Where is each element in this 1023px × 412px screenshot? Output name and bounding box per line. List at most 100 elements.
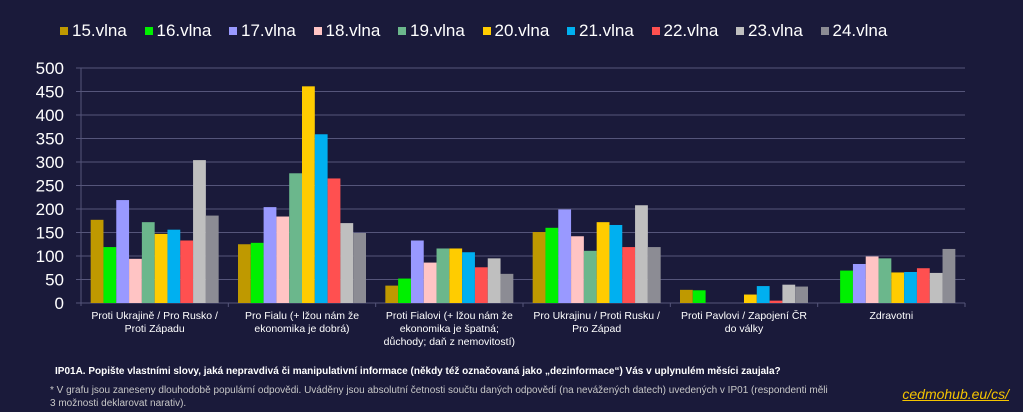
bar-15.vlna: [90, 219, 104, 303]
bar-19.vlna: [141, 222, 155, 303]
bar-21.vlna: [167, 229, 181, 303]
x-tick-label: Zdravotni: [869, 310, 914, 322]
y-tick-label: 0: [55, 294, 64, 313]
y-tick-label: 150: [36, 224, 64, 243]
bar-16.vlna: [103, 247, 117, 303]
source-link[interactable]: cedmohub.eu/cs/: [902, 386, 1009, 402]
legend-label: 20.vlna: [494, 21, 550, 40]
legend-label: 24.vlna: [832, 21, 888, 40]
y-tick-label: 300: [36, 153, 64, 172]
legend-label: 18.vlna: [325, 21, 381, 40]
legend-label: 15.vlna: [72, 21, 127, 40]
legend-swatch: [229, 27, 237, 35]
bar-15.vlna: [532, 232, 546, 303]
bar-24.vlna: [942, 248, 956, 303]
bar-20.vlna: [302, 86, 315, 303]
bar-21.vlna: [314, 134, 328, 303]
legend-label: 17.vlna: [241, 21, 296, 40]
chart-legend: 15.vlna 16.vlna 17.vlna 18.vlna 19.vlna 20.vl…: [60, 21, 905, 41]
x-tick-label: Proti Ukrajině / Pro Rusko / Proti Západ…: [91, 310, 218, 335]
bar-19.vlna: [878, 258, 892, 303]
y-tick-label: 350: [36, 130, 64, 149]
bar-17.vlna: [263, 207, 277, 303]
y-tick-label: 200: [36, 200, 64, 219]
x-tick-label: Pro Fialu (+ lžou nám že ekonomika je do…: [244, 310, 360, 335]
bar-15.vlna: [680, 289, 693, 303]
bar-18.vlna: [571, 236, 584, 303]
bar-16.vlna: [692, 290, 706, 303]
bar-22.vlna: [769, 300, 783, 303]
legend-item: 16.vlna: [144, 21, 230, 41]
y-tick-label: 50: [45, 271, 64, 290]
bar-23.vlna: [782, 284, 796, 303]
legend-swatch: [398, 27, 406, 35]
bar-19.vlna: [289, 173, 302, 303]
legend-swatch: [736, 27, 744, 35]
legend-item: 24.vlna: [820, 21, 906, 41]
bar-16.vlna: [250, 242, 264, 303]
y-tick-label: 250: [36, 177, 64, 196]
x-tick-label: Proti Pavlovi / Zapojení ČR do války: [680, 310, 808, 335]
legend-label: 21.vlna: [579, 21, 634, 40]
bar-16.vlna: [545, 227, 559, 303]
bar-24.vlna: [205, 215, 219, 303]
bar-24.vlna: [795, 286, 808, 303]
bar-23.vlna: [635, 205, 648, 303]
bar-17.vlna: [852, 263, 866, 303]
bar-18.vlna: [423, 262, 437, 303]
y-tick-label: 500: [36, 59, 64, 78]
bar-15.vlna: [238, 244, 251, 303]
x-tick-label: Proti Fialovi (+ lžou nám že ekonomika j…: [383, 310, 515, 348]
bar-18.vlna: [276, 216, 290, 303]
bar-20.vlna: [596, 222, 610, 303]
bar-22.vlna: [916, 268, 930, 303]
x-tick-label: Pro Ukrajinu / Proti Rusku / Pro Západ: [533, 310, 660, 335]
y-tick-label: 450: [36, 83, 64, 102]
legend-item: 15.vlna: [60, 21, 145, 41]
legend-swatch: [313, 27, 322, 35]
survey-question: IP01A. Popište vlastními slovy, jaká nep…: [55, 366, 781, 377]
bar-17.vlna: [410, 240, 424, 303]
legend-item: 18.vlna: [313, 21, 399, 41]
bar-20.vlna: [891, 272, 905, 303]
legend-item: 17.vlna: [229, 21, 314, 41]
legend-swatch: [144, 27, 153, 35]
legend-item: 19.vlna: [398, 21, 483, 41]
bar-19.vlna: [583, 250, 597, 303]
bar-19.vlna: [436, 248, 450, 303]
bar-23.vlna: [487, 258, 501, 303]
legend-swatch: [60, 27, 68, 35]
bar-23.vlna: [193, 160, 206, 303]
legend-label: 23.vlna: [748, 21, 803, 40]
bar-21.vlna: [756, 286, 770, 303]
bar-22.vlna: [180, 240, 194, 303]
y-tick-label: 400: [36, 106, 64, 125]
bar-16.vlna: [840, 270, 853, 303]
legend-item: 20.vlna: [482, 21, 568, 41]
bar-21.vlna: [904, 271, 917, 303]
bar-18.vlna: [865, 256, 879, 303]
bar-17.vlna: [116, 200, 130, 303]
legend-label: 22.vlna: [663, 21, 719, 40]
bar-18.vlna: [129, 258, 142, 303]
bar-22.vlna: [327, 178, 341, 303]
legend-label: 19.vlna: [410, 21, 465, 40]
legend-swatch: [567, 27, 575, 35]
legend-swatch: [820, 27, 829, 35]
footnote: * V grafu jsou zaneseny dlouhodobě popul…: [50, 385, 828, 409]
bar-23.vlna: [929, 272, 943, 303]
bar-21.vlna: [609, 224, 623, 303]
bar-17.vlna: [558, 209, 572, 303]
y-tick-label: 100: [36, 247, 64, 266]
legend-label: 16.vlna: [156, 21, 212, 40]
legend-item: 23.vlna: [736, 21, 821, 41]
legend-swatch: [482, 27, 491, 35]
bar-23.vlna: [340, 223, 354, 303]
bar-15.vlna: [385, 285, 399, 303]
bar-20.vlna: [744, 294, 757, 303]
bar-20.vlna: [154, 233, 168, 303]
legend-item: 21.vlna: [567, 21, 652, 41]
bar-22.vlna: [622, 247, 636, 303]
bar-20.vlna: [449, 248, 463, 303]
